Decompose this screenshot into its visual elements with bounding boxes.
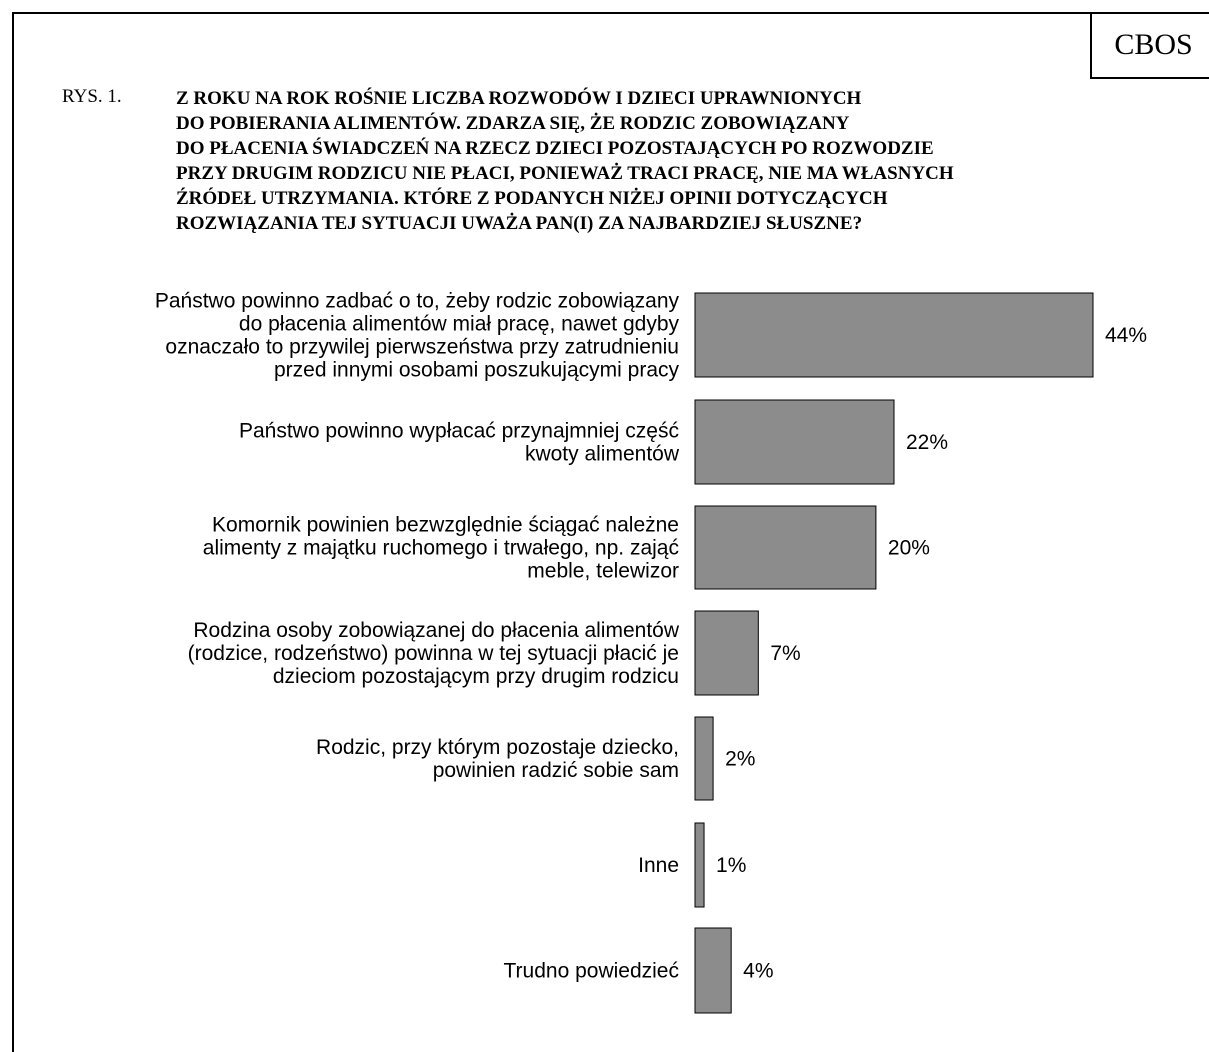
data-label: 44% [1105, 324, 1147, 347]
question-line: PRZY DRUGIM RODZICU NIE PŁACI, PONIEWAŻ … [176, 163, 954, 184]
category-label: Rodzina osoby zobowiązanej do płacenia a… [193, 619, 679, 642]
category-label: Państwo powinno zadbać o to, żeby rodzic… [155, 290, 680, 313]
question-line: ŹRÓDEŁ UTRZYMANIA. KTÓRE Z PODANYCH NIŻE… [176, 188, 888, 209]
category-label: powinien radzić sobie sam [433, 759, 679, 782]
category-label: dzieciom pozostającym przy drugim rodzic… [273, 665, 679, 688]
bar [694, 399, 895, 485]
category-label: (rodzice, rodzeństwo) powinna w tej sytu… [188, 642, 679, 665]
data-label: 2% [725, 748, 755, 771]
category-label: alimenty z majątku ruchomego i trwałego,… [203, 537, 679, 560]
figure-frame [12, 12, 1209, 1052]
category-label: przed innymi osobami poszukującymi pracy [274, 359, 679, 382]
figure-label: RYS. 1. [62, 86, 122, 107]
data-label: 7% [770, 642, 800, 665]
data-label: 22% [906, 431, 948, 454]
category-label: Rodzic, przy którym pozostaje dziecko, [316, 736, 679, 759]
source-badge: CBOS [1090, 13, 1209, 79]
question-line: DO PŁACENIA ŚWIADCZEŃ NA RZECZ DZIECI PO… [176, 138, 934, 159]
bar [694, 927, 732, 1014]
data-label: 1% [716, 854, 746, 877]
data-label: 4% [743, 960, 773, 983]
question-line: ROZWIĄZANIA TEJ SYTUACJI UWAŻA PAN(I) ZA… [176, 213, 863, 234]
figure-question: Z ROKU NA ROK ROŚNIE LICZBA ROZWODÓW I D… [176, 86, 1206, 236]
question-line: Z ROKU NA ROK ROŚNIE LICZBA ROZWODÓW I D… [176, 88, 862, 109]
category-label: Inne [638, 854, 679, 877]
category-label: Komornik powinien bezwzględnie ściągać n… [212, 514, 679, 537]
bar [694, 505, 877, 590]
data-label: 20% [888, 537, 930, 560]
category-label: Państwo powinno wypłacać przynajmniej cz… [239, 420, 679, 443]
category-label: meble, telewizor [527, 560, 679, 583]
bar [694, 292, 1094, 378]
category-label: oznaczało to przywilej pierwszeństwa prz… [165, 336, 679, 359]
category-label: Trudno powiedzieć [504, 960, 680, 983]
category-label: kwoty alimentów [525, 443, 680, 466]
bar [694, 822, 705, 908]
bar [694, 610, 759, 696]
question-line: DO POBIERANIA ALIMENTÓW. ZDARZA SIĘ, ŻE … [176, 113, 850, 134]
bar [694, 716, 714, 801]
category-label: do płacenia alimentów miał pracę, nawet … [239, 313, 680, 336]
